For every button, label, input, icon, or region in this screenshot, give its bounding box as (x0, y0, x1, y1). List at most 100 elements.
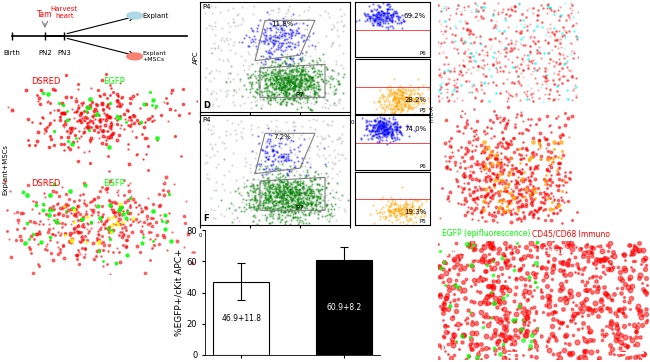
Point (278, 187, 288, 193)
Point (261, 72, 271, 77)
Point (287, 215, 298, 220)
Point (270, 71, 281, 77)
Point (271, 200, 281, 206)
Point (390, 90, 400, 96)
Point (289, 91, 300, 97)
Point (272, 81, 282, 87)
Point (315, 186, 326, 191)
Point (271, 123, 281, 129)
Point (274, 85, 284, 91)
Point (266, 208, 276, 214)
Point (281, 186, 292, 192)
Point (324, 14, 335, 20)
Point (221, 77, 231, 83)
Point (294, 70, 305, 76)
Point (297, 64, 307, 70)
Point (281, 197, 291, 203)
Point (415, 92, 425, 98)
Point (286, 13, 296, 19)
Point (265, 185, 276, 191)
Point (322, 174, 332, 180)
Point (260, 199, 270, 205)
Point (374, 10, 384, 16)
Point (396, 86, 407, 92)
Point (400, 213, 411, 219)
Point (268, 40, 279, 46)
Point (390, 96, 400, 102)
Point (271, 193, 281, 199)
Point (404, 206, 414, 212)
Point (400, 211, 410, 216)
Point (206, 144, 216, 150)
Point (385, 208, 396, 214)
Point (269, 85, 280, 90)
Point (335, 7, 345, 12)
Point (252, 191, 263, 197)
Point (304, 60, 314, 66)
Point (273, 22, 283, 28)
Point (385, 14, 396, 20)
Point (207, 50, 217, 55)
Point (389, 76, 399, 82)
Point (292, 191, 303, 197)
Point (370, 125, 380, 131)
Point (294, 90, 304, 96)
Point (263, 156, 274, 162)
Point (311, 85, 321, 91)
Point (246, 105, 256, 111)
Point (380, 132, 390, 138)
Point (269, 142, 280, 148)
Point (296, 180, 307, 186)
Point (277, 43, 287, 49)
Point (397, 92, 408, 98)
Point (314, 195, 324, 201)
Point (384, 208, 395, 214)
Point (337, 123, 348, 129)
Point (284, 90, 294, 96)
Point (250, 196, 260, 202)
Point (289, 81, 300, 87)
Point (246, 72, 256, 78)
Point (402, 97, 412, 103)
Point (372, 12, 383, 18)
Point (260, 150, 270, 156)
Point (388, 138, 398, 143)
Point (287, 73, 298, 79)
Point (209, 187, 220, 193)
Point (371, 129, 382, 134)
Point (264, 190, 274, 196)
Point (287, 198, 297, 203)
Point (257, 102, 267, 108)
Point (302, 84, 312, 90)
Point (254, 217, 264, 223)
Point (388, 134, 398, 140)
Point (264, 177, 274, 183)
Point (261, 80, 271, 86)
Point (382, 26, 393, 32)
Point (257, 74, 267, 80)
Point (284, 55, 294, 61)
Point (205, 50, 216, 56)
Point (266, 192, 276, 198)
Point (312, 144, 322, 150)
Point (282, 127, 293, 133)
Point (397, 101, 408, 106)
Point (260, 179, 270, 185)
Point (388, 209, 398, 215)
Point (235, 102, 246, 108)
Point (219, 188, 229, 193)
Point (249, 39, 259, 45)
Point (388, 114, 398, 120)
Point (228, 76, 239, 82)
Point (248, 93, 258, 99)
Point (278, 188, 288, 194)
Point (276, 193, 286, 199)
Point (266, 89, 277, 95)
Point (365, 14, 375, 20)
Point (404, 209, 415, 215)
Point (326, 138, 337, 143)
Point (289, 67, 299, 72)
Point (252, 49, 263, 55)
Point (374, 134, 385, 139)
Point (261, 55, 271, 61)
